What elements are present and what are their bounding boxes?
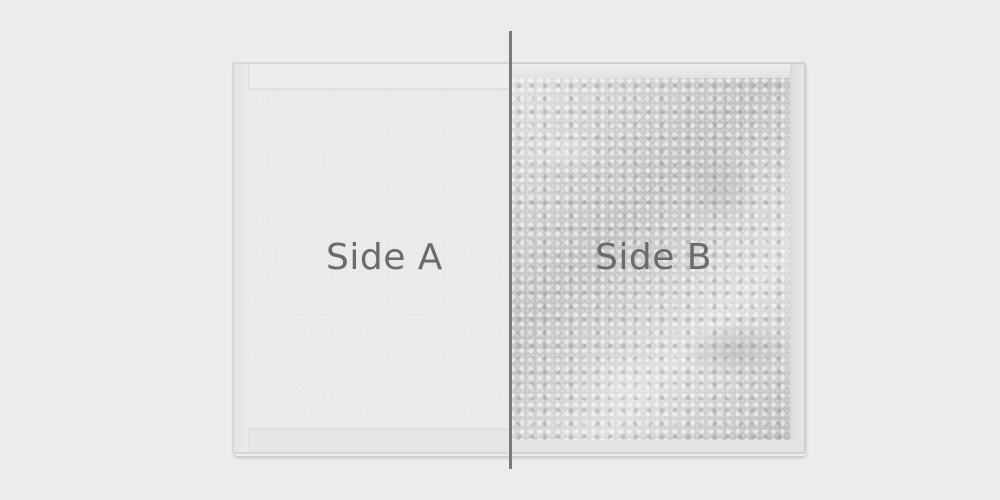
side-a-label: Side A	[326, 237, 443, 278]
side-b-rim-bottom	[510, 440, 804, 452]
side-b-label: Side B	[595, 237, 712, 278]
side-b-rim-top	[510, 64, 804, 78]
side-a-surface	[248, 88, 510, 430]
side-a-rim	[234, 64, 249, 452]
side-a-panel	[232, 62, 510, 454]
side-b-panel	[510, 62, 806, 454]
side-b-rim-right	[790, 64, 804, 452]
side-b-foil-surface	[510, 78, 790, 440]
divider-line	[509, 31, 512, 469]
